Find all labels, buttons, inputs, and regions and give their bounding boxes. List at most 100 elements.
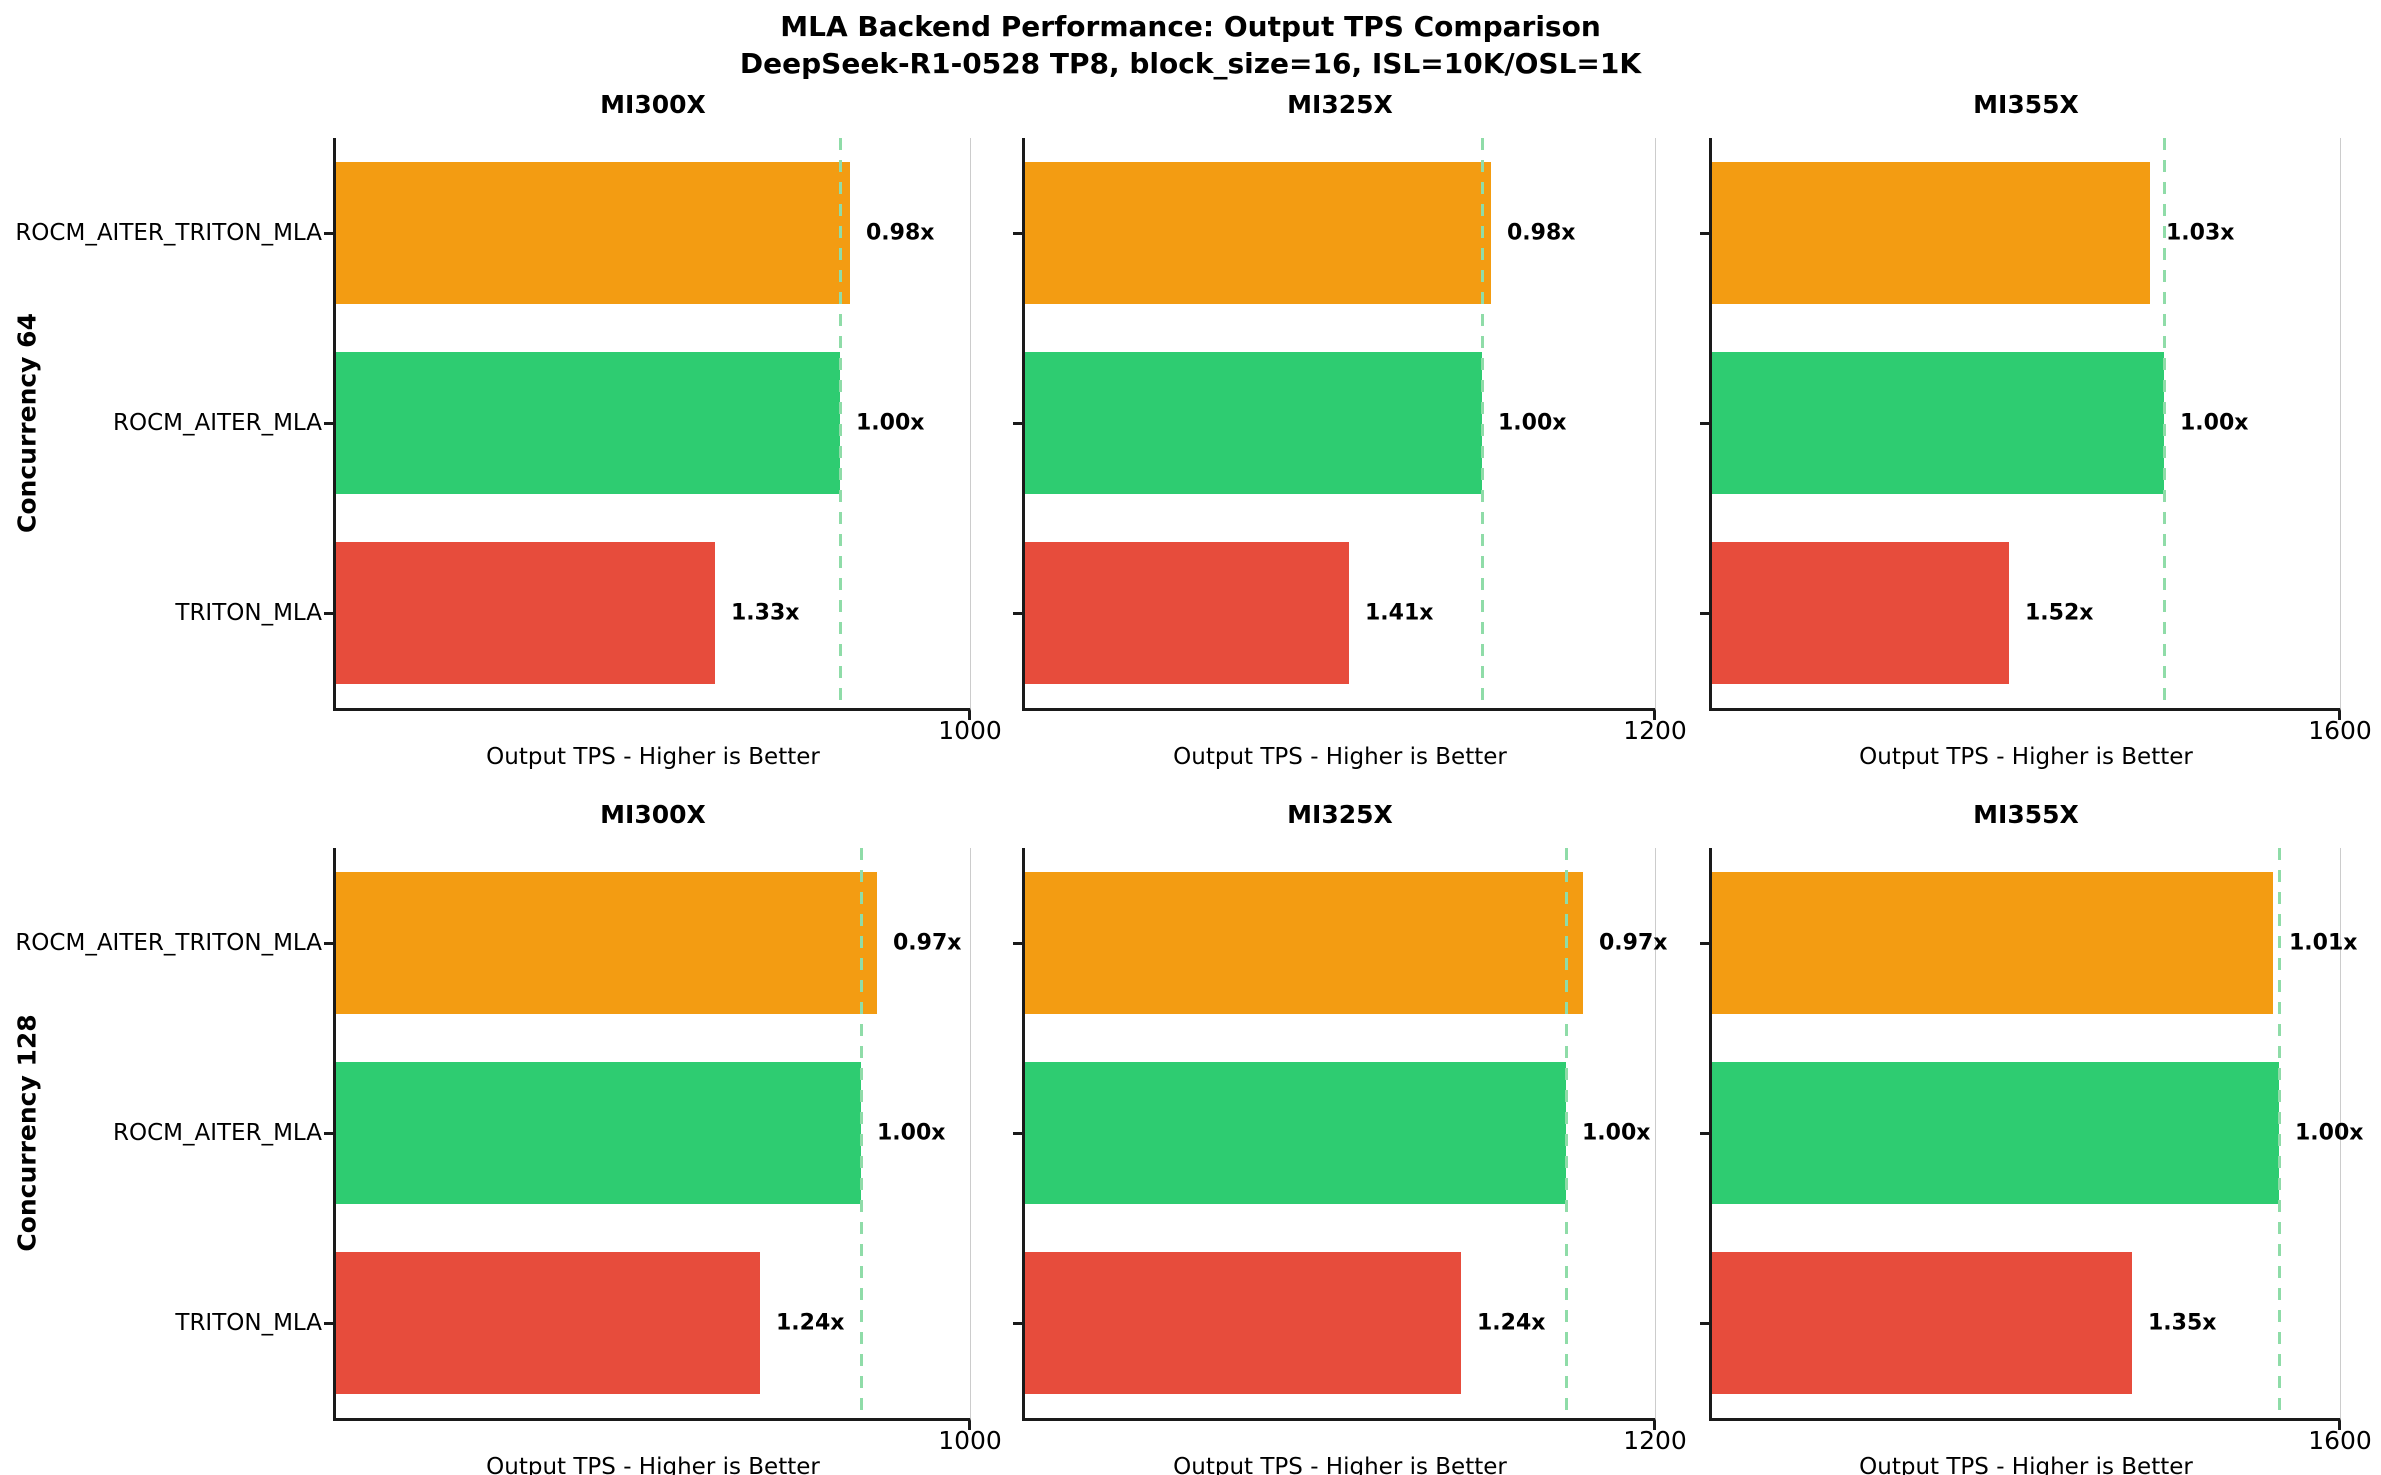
y-axis-tick	[324, 1321, 333, 1325]
plot-area	[1709, 848, 2341, 1421]
subplot-mi325x-row2: MI325X 0.97x 1.00x 1.24x 1200 Output TPS - Hi…	[1013, 800, 1687, 1475]
x-axis-max-tick	[968, 1421, 971, 1430]
subplot-mi355x-row1: MI355X 1.03x 1.00x 1.52x 1600 Output TPS - Hi…	[1700, 90, 2372, 770]
x-axis-max-tick	[2338, 1421, 2341, 1430]
plot-area	[1022, 848, 1656, 1421]
y-axis-tick	[324, 421, 333, 425]
subplot-title: MI300X	[600, 90, 706, 119]
y-axis-tick	[1013, 611, 1022, 615]
bar-value-label: 1.24x	[776, 1310, 845, 1336]
category-label-triton_mla: TRITON_MLA	[175, 600, 322, 626]
bar-value-label: 1.41x	[1365, 600, 1434, 626]
bar-value-label: 0.98x	[1507, 220, 1576, 246]
y-axis-tick	[1013, 1321, 1022, 1325]
plot-area	[1022, 138, 1656, 711]
x-axis-max-tick	[2338, 711, 2341, 720]
y-axis-tick	[1700, 421, 1709, 425]
bar-value-label: 1.33x	[731, 600, 800, 626]
subplot-title: MI355X	[1973, 90, 2079, 119]
bar-value-label: 0.97x	[1599, 930, 1668, 956]
x-axis-label: Output TPS - Higher is Better	[1859, 744, 2193, 770]
plot-area	[333, 138, 971, 711]
y-axis-tick	[1013, 421, 1022, 425]
y-axis-tick	[1700, 1131, 1709, 1135]
reference-line	[2163, 138, 2166, 708]
category-label-rocm_aiter_triton_mla: ROCM_AITER_TRITON_MLA	[15, 220, 322, 246]
x-axis-max-tick-label: 1600	[2308, 1426, 2372, 1455]
x-axis-label: Output TPS - Higher is Better	[1173, 744, 1507, 770]
category-label-rocm_aiter_mla: ROCM_AITER_MLA	[113, 1120, 322, 1146]
y-axis-tick	[324, 1131, 333, 1135]
y-axis-tick	[324, 941, 333, 945]
bar-rocm_aiter_mla	[1712, 352, 2164, 494]
subplot-title: MI355X	[1973, 800, 2079, 829]
reference-line	[2278, 848, 2281, 1418]
bar-value-label: 1.00x	[1582, 1120, 1651, 1146]
subplot-mi300x-row2: MI300X 0.97x ROCM_AITER_TRITON_MLA 1.00x ROC…	[15, 800, 1001, 1475]
subplot-mi300x-row1: MI300X 0.98x ROCM_AITER_TRITON_MLA 1.00x ROC…	[15, 90, 1001, 770]
figure-title-line2: DeepSeek-R1-0528 TP8, block_size=16, ISL…	[739, 47, 1642, 80]
reference-line	[839, 138, 842, 708]
x-axis-label: Output TPS - Higher is Better	[1859, 1454, 2193, 1475]
category-label-rocm_aiter_mla: ROCM_AITER_MLA	[113, 410, 322, 436]
subplot-title: MI325X	[1287, 90, 1393, 119]
y-axis-tick	[1700, 941, 1709, 945]
y-axis-tick	[1700, 231, 1709, 235]
x-axis-label: Output TPS - Higher is Better	[1173, 1454, 1507, 1475]
row-label-concurrency-64: Concurrency 64	[12, 313, 42, 533]
bar-rocm_aiter_mla	[1025, 352, 1482, 494]
bar-value-label: 1.00x	[856, 410, 925, 436]
bar-rocm_aiter_triton_mla	[336, 162, 850, 304]
x-axis-label: Output TPS - Higher is Better	[486, 744, 820, 770]
plot-area	[1709, 138, 2341, 711]
bar-rocm_aiter_triton_mla	[1712, 872, 2273, 1014]
bar-rocm_aiter_triton_mla	[336, 872, 877, 1014]
bar-value-label: 1.01x	[2289, 930, 2358, 956]
bar-value-label: 1.03x	[2166, 220, 2235, 246]
x-axis-max-tick	[1653, 1421, 1656, 1430]
bar-rocm_aiter_triton_mla	[1025, 162, 1491, 304]
y-axis-tick	[324, 231, 333, 235]
y-axis-tick	[1013, 941, 1022, 945]
bar-rocm_aiter_mla	[1025, 1062, 1566, 1204]
y-axis-tick	[1013, 1131, 1022, 1135]
bar-value-label: 1.52x	[2025, 600, 2094, 626]
subplot-title: MI325X	[1287, 800, 1393, 829]
x-axis-max-tick	[1653, 711, 1656, 720]
bar-rocm_aiter_mla	[336, 1062, 861, 1204]
bar-rocm_aiter_mla	[1712, 1062, 2279, 1204]
category-label-rocm_aiter_triton_mla: ROCM_AITER_TRITON_MLA	[15, 930, 322, 956]
x-axis-max-tick-label: 1000	[938, 1426, 1002, 1455]
row-label-concurrency-128: Concurrency 128	[12, 1014, 42, 1252]
bar-rocm_aiter_mla	[336, 352, 840, 494]
reference-line	[860, 848, 863, 1418]
subplot-mi325x-row1: MI325X 0.98x 1.00x 1.41x 1200 Output TPS - Hi…	[1013, 90, 1687, 770]
bar-triton_mla	[1025, 542, 1349, 684]
x-axis-max-tick-label: 1200	[1623, 716, 1687, 745]
x-axis-max-tick	[968, 711, 971, 720]
x-axis-max-tick-label: 1600	[2308, 716, 2372, 745]
y-axis-tick	[324, 611, 333, 615]
x-axis-label: Output TPS - Higher is Better	[486, 1454, 820, 1475]
bar-triton_mla	[1712, 1252, 2132, 1394]
bar-value-label: 1.00x	[877, 1120, 946, 1146]
y-axis-tick	[1700, 611, 1709, 615]
bar-rocm_aiter_triton_mla	[1712, 162, 2150, 304]
x-axis-max-tick-label: 1000	[938, 716, 1002, 745]
bar-value-label: 1.00x	[1498, 410, 1567, 436]
bar-triton_mla	[1025, 1252, 1461, 1394]
bar-triton_mla	[336, 542, 715, 684]
bar-rocm_aiter_triton_mla	[1025, 872, 1583, 1014]
bar-triton_mla	[1712, 542, 2009, 684]
category-label-triton_mla: TRITON_MLA	[175, 1310, 322, 1336]
reference-line	[1481, 138, 1484, 708]
bar-value-label: 1.24x	[1477, 1310, 1546, 1336]
reference-line	[1565, 848, 1568, 1418]
x-axis-max-tick-label: 1200	[1623, 1426, 1687, 1455]
figure-title-line1: MLA Backend Performance: Output TPS Comp…	[780, 10, 1601, 43]
bar-triton_mla	[336, 1252, 760, 1394]
bar-value-label: 0.98x	[866, 220, 935, 246]
bar-value-label: 1.00x	[2180, 410, 2249, 436]
figure-title: MLA Backend Performance: Output TPS Comp…	[0, 8, 2381, 82]
